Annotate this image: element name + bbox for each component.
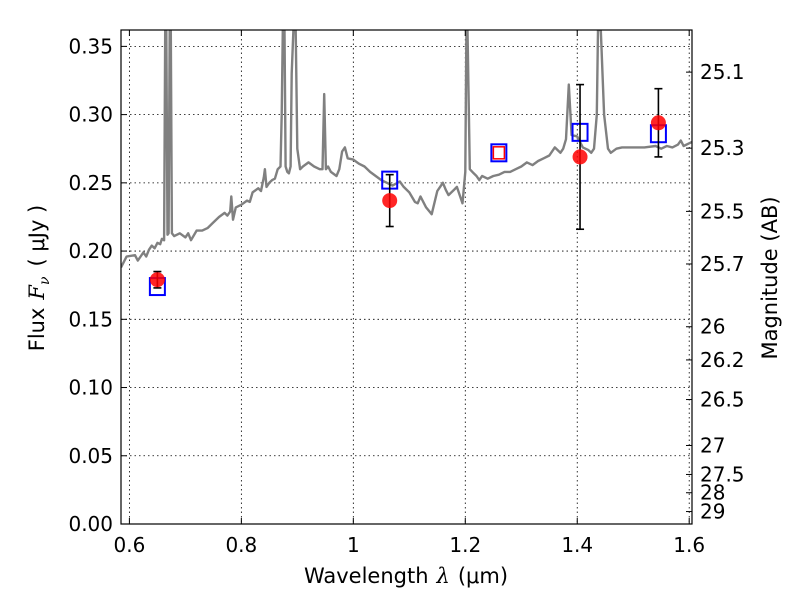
y-tick-label: 0.15 — [68, 307, 113, 331]
magnitude-tick-label: 25.7 — [700, 252, 745, 276]
x-tick-label: 1.2 — [449, 533, 481, 557]
y-tick-label: 0.20 — [68, 239, 113, 263]
y-tick-label: 0.05 — [68, 444, 113, 468]
y-axis-symbol: F — [25, 284, 49, 301]
observed-circle-marker — [572, 149, 588, 165]
magnitude-tick-label: 26 — [700, 315, 725, 339]
y-axis-title: Flux Fν ( μJy ) — [25, 205, 53, 351]
ticks: 0.6 0.8 1 1.2 1.4 1.6 0.00 0.05 0.10 0.15 0.20 0.25… — [68, 30, 745, 557]
x-tick-label: 1.4 — [561, 533, 593, 557]
x-axis-title: Wavelength λ (μm) — [304, 564, 508, 588]
y-tick-label: 0.35 — [68, 34, 113, 58]
upper-square-marker — [492, 146, 506, 160]
observed-circle-marker — [149, 272, 165, 288]
model-square-marker — [490, 143, 508, 163]
x-axis-symbol: λ — [436, 564, 450, 588]
y-tick-label: 0.25 — [68, 171, 113, 195]
y-tick-label: 0.00 — [68, 512, 113, 536]
magnitude-tick-label: 29 — [700, 500, 725, 524]
magnitude-tick-label: 25.5 — [700, 199, 745, 223]
plot-area — [121, 30, 692, 268]
magnitude-axis-title: Magnitude (AB) — [758, 196, 782, 359]
y-axis-subscript: ν — [37, 276, 53, 285]
x-tick-label: 1 — [347, 533, 360, 557]
y-tick-label: 0.10 — [68, 376, 113, 400]
magnitude-tick-label: 27 — [700, 433, 725, 457]
x-axis-unit: (μm) — [458, 564, 508, 588]
magnitude-tick-label: 26.5 — [700, 388, 745, 412]
magnitude-tick-label: 25.3 — [700, 136, 745, 160]
magnitude-tick-label: 26.2 — [700, 348, 745, 372]
y-tick-label: 0.30 — [68, 103, 113, 127]
markers — [148, 83, 667, 297]
y-axis-label: Flux — [25, 308, 49, 352]
x-axis-label: Wavelength — [304, 564, 429, 588]
spectrum-line — [121, 30, 692, 268]
x-tick-label: 0.6 — [113, 533, 145, 557]
observed-circle-marker — [382, 193, 398, 209]
grid-lines — [121, 30, 692, 525]
magnitude-tick-label: 28 — [700, 481, 725, 505]
magnitude-tick-label: 25.1 — [700, 60, 745, 84]
observed-circle-marker — [650, 115, 666, 131]
plot-frame — [120, 29, 693, 525]
x-tick-label: 1.6 — [673, 533, 705, 557]
y-axis-unit: ( μJy ) — [25, 205, 49, 267]
magnitude-tick-label: 27.5 — [700, 462, 745, 486]
x-tick-label: 0.8 — [225, 533, 257, 557]
